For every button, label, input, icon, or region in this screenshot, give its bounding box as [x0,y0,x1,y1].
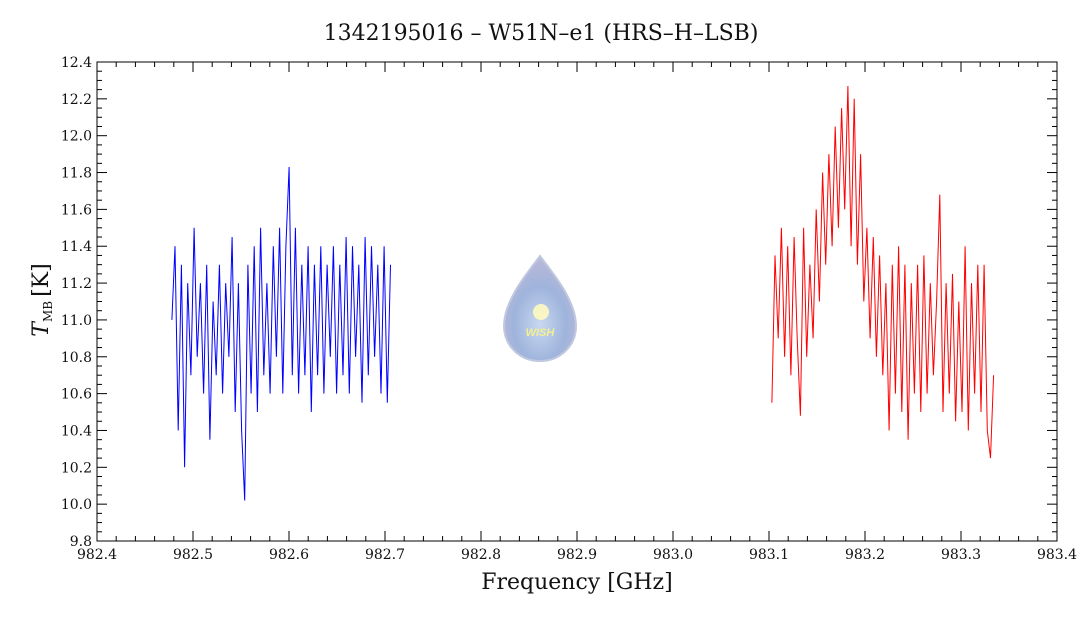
y-tick-label: 10.4 [61,423,92,439]
x-tick-label: 982.6 [269,547,309,563]
y-tick-label: 11.4 [61,239,92,255]
x-tick-label: 983.4 [1037,547,1077,563]
y-tick-label: 9.8 [70,534,92,550]
x-tick-label: 982.4 [77,547,117,563]
series-line-blue [171,166,391,501]
wish-logo: WISH [502,254,578,363]
star-icon [533,304,549,320]
x-tick-label: 983.0 [653,547,693,563]
logo-text: WISH [526,327,556,339]
y-tick-label: 11.2 [61,276,92,292]
y-tick-label: 11.0 [61,313,92,329]
x-axis-label: Frequency [GHz] [481,570,673,595]
x-tick-label: 983.3 [941,547,981,563]
y-tick-label: 12.4 [61,55,92,71]
plot-frame [96,61,1058,542]
series-line-red [771,85,995,459]
y-tick-label: 10.0 [61,497,92,513]
chart-title: 1342195016 – W51N–e1 (HRS–H–LSB) [324,21,759,46]
y-axis-label: TMB[K] [29,263,55,336]
x-tick-label: 982.5 [173,547,213,563]
x-tick-label: 982.9 [557,547,597,563]
y-tick-label: 10.8 [61,350,92,366]
y-tick-label: 11.8 [61,166,92,182]
y-tick-label: 10.6 [61,387,92,403]
x-tick-label: 983.1 [749,547,789,563]
x-tick-label: 982.8 [461,547,501,563]
y-tick-label: 12.2 [61,92,92,108]
x-tick-label: 982.7 [365,547,405,563]
y-tick-label: 12.0 [61,129,92,145]
x-tick-label: 983.2 [845,547,885,563]
y-tick-label: 11.6 [61,202,92,218]
y-tick-label: 10.2 [61,460,92,476]
